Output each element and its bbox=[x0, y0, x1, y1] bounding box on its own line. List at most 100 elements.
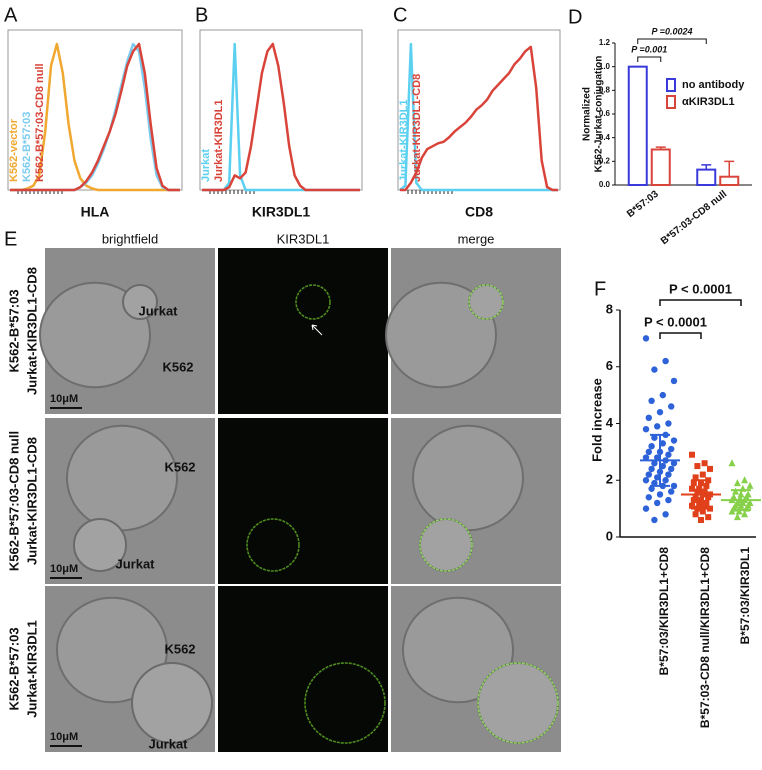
data-point bbox=[654, 499, 661, 507]
panel-label: C bbox=[393, 4, 407, 26]
k562-cell bbox=[385, 281, 497, 389]
data-point bbox=[645, 494, 652, 501]
significance-bracket bbox=[659, 299, 742, 306]
data-point bbox=[670, 437, 678, 444]
data-point bbox=[701, 502, 708, 509]
cell-label: K562 bbox=[164, 459, 195, 474]
data-point bbox=[645, 448, 652, 456]
data-point bbox=[692, 511, 699, 518]
data-point bbox=[665, 471, 672, 478]
data-point bbox=[656, 408, 664, 416]
cell-label: Jurkat bbox=[115, 556, 155, 571]
data-point bbox=[733, 513, 741, 521]
kir3dl1-stain bbox=[477, 662, 559, 744]
data-point bbox=[705, 494, 712, 501]
scale-bar-label: 10μM bbox=[50, 563, 78, 575]
data-point bbox=[741, 510, 749, 518]
data-point bbox=[701, 460, 708, 467]
data-point bbox=[690, 497, 697, 504]
x-tick-label: B*57:03-CD8 null/KIR3DL1+CD8 bbox=[698, 547, 712, 728]
cell-label: K562 bbox=[164, 641, 195, 656]
data-point bbox=[746, 481, 754, 489]
y-tick-label: 1.2 bbox=[599, 38, 611, 47]
x-tick-label: B*57:03/KIR3DL1+CD8 bbox=[657, 547, 671, 676]
y-tick-label: 0.6 bbox=[599, 109, 611, 118]
data-point bbox=[659, 391, 666, 399]
kir3dl1-stain bbox=[468, 284, 504, 320]
arrow bbox=[311, 324, 323, 336]
data-point bbox=[668, 403, 675, 410]
k562-cell bbox=[402, 596, 514, 704]
data-point bbox=[699, 508, 706, 515]
cell-label: Jurkat bbox=[148, 736, 188, 751]
data-point bbox=[642, 477, 650, 484]
data-point bbox=[654, 423, 661, 430]
data-point bbox=[689, 502, 695, 509]
p-value: P < 0.0001 bbox=[644, 314, 707, 329]
data-point bbox=[670, 377, 678, 385]
data-point bbox=[648, 443, 655, 450]
scale-bar-label: 10μM bbox=[50, 393, 78, 405]
legend-label: no antibody bbox=[682, 79, 745, 91]
data-point bbox=[651, 434, 658, 441]
data-point bbox=[662, 357, 669, 365]
data-point bbox=[642, 454, 650, 461]
k562-cell bbox=[56, 596, 168, 704]
data-point bbox=[694, 463, 701, 470]
y-tick-label: 0.4 bbox=[599, 133, 611, 142]
row-label: K562-B*57:03 bbox=[6, 627, 21, 710]
legend-label: Jurkat-KIR3DL1 bbox=[213, 99, 225, 182]
data-point bbox=[733, 479, 741, 487]
error-bar bbox=[701, 164, 712, 170]
y-tick-label: 1.0 bbox=[599, 62, 611, 71]
jurkat-cell bbox=[122, 284, 158, 320]
row-label: K562-B*57:03-CD8 null bbox=[6, 431, 21, 571]
data-point bbox=[699, 471, 706, 478]
x-axis-label: CD8 bbox=[465, 204, 493, 220]
k562-cell bbox=[66, 424, 178, 532]
column-header: merge bbox=[458, 231, 495, 246]
histogram-curve bbox=[202, 42, 360, 192]
y-tick-label: 0.0 bbox=[599, 180, 611, 189]
x-axis-label: KIR3DL1 bbox=[252, 204, 311, 220]
y-tick-label: 6 bbox=[606, 358, 613, 373]
data-point bbox=[694, 488, 701, 495]
panel-label: D bbox=[568, 6, 582, 28]
data-point bbox=[707, 465, 713, 472]
data-point bbox=[665, 451, 672, 458]
scale-bar-label: 10μM bbox=[50, 731, 78, 743]
y-tick-label: 0 bbox=[606, 528, 613, 543]
data-point bbox=[648, 465, 655, 473]
data-point bbox=[645, 414, 652, 422]
jurkat-cell bbox=[131, 662, 213, 744]
micrograph bbox=[218, 586, 388, 752]
legend-label: Jurkat-KIR3DL1 bbox=[398, 99, 410, 182]
p-value: P =0.001 bbox=[631, 44, 667, 54]
significance-bracket bbox=[637, 56, 662, 62]
y-tick-label: 0.2 bbox=[599, 156, 611, 165]
x-axis-label: HLA bbox=[81, 204, 110, 220]
data-point bbox=[642, 425, 650, 433]
k562-cell bbox=[412, 424, 524, 532]
histogram-curve bbox=[10, 42, 180, 192]
legend-label: Jurkat-KIR3DL1-CD8 bbox=[411, 74, 423, 182]
column-header: KIR3DL1 bbox=[277, 231, 330, 246]
data-point bbox=[703, 482, 710, 489]
data-point bbox=[654, 454, 661, 461]
panel-label: F bbox=[594, 278, 606, 300]
histogram-curve bbox=[400, 45, 558, 192]
data-point bbox=[741, 476, 749, 484]
data-point bbox=[728, 459, 736, 467]
p-value: P < 0.0001 bbox=[669, 281, 732, 296]
data-point bbox=[642, 505, 650, 512]
data-point bbox=[648, 485, 655, 492]
y-axis-label: Fold increase bbox=[589, 378, 604, 462]
y-tick-label: 2 bbox=[606, 472, 613, 487]
legend-label: K562-vector bbox=[8, 118, 20, 182]
sd-whisker bbox=[650, 433, 670, 487]
cell-label: Jurkat bbox=[138, 303, 178, 318]
jurkat-cell bbox=[73, 518, 127, 572]
data-point bbox=[668, 445, 675, 453]
legend-label: αKIR3DL1 bbox=[682, 96, 735, 108]
